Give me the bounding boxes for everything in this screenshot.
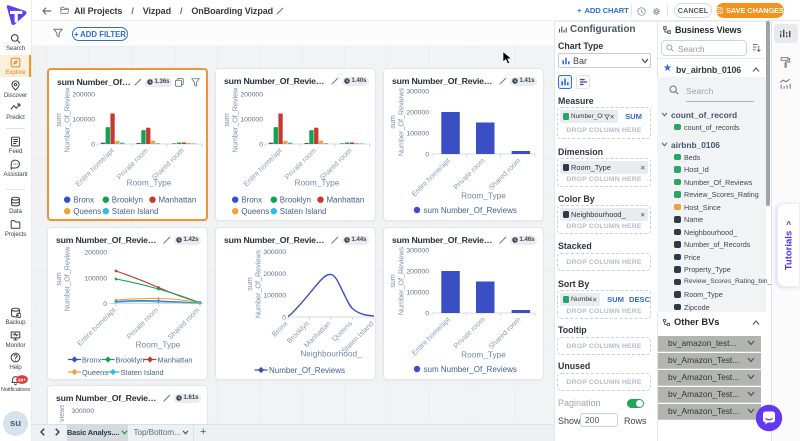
- svg-text:Private room: Private room: [451, 156, 486, 191]
- svg-text:Entire home/apt: Entire home/apt: [410, 156, 452, 198]
- svg-text:Private room: Private room: [451, 315, 486, 350]
- svg-text:0: 0: [425, 311, 429, 318]
- svg-text:200000: 200000: [72, 91, 95, 98]
- svg-text:Manhattan: Manhattan: [159, 196, 197, 205]
- svg-text:Staten Island: Staten Island: [112, 207, 159, 216]
- svg-text:Shared room: Shared room: [166, 306, 202, 342]
- svg-text:sumNumber_Of_Review: sumNumber_Of_Review: [222, 88, 240, 152]
- svg-text:Entire home/apt: Entire home/apt: [73, 146, 115, 188]
- svg-text:Brooklyn: Brooklyn: [280, 196, 311, 205]
- svg-text:100000: 100000: [84, 275, 107, 282]
- svg-text:100000: 100000: [263, 293, 286, 300]
- svg-text:Room_Type: Room_Type: [136, 340, 181, 350]
- svg-text:Brooklyn: Brooklyn: [112, 196, 143, 205]
- svg-text:0: 0: [282, 315, 286, 322]
- svg-text:Room_Type: Room_Type: [461, 191, 506, 201]
- svg-text:0: 0: [103, 301, 107, 308]
- svg-text:200000: 200000: [263, 271, 286, 278]
- svg-text:Room_Type: Room_Type: [295, 178, 340, 188]
- svg-text:Room_Type: Room_Type: [461, 350, 506, 360]
- svg-text:sum Number_Of_Reviews: sum Number_Of_Reviews: [424, 206, 517, 215]
- svg-text:views: views: [57, 405, 66, 422]
- svg-text:100000: 100000: [406, 290, 429, 297]
- svg-text:Brooklyn: Brooklyn: [116, 356, 145, 365]
- svg-text:sumNumber_Of_Reviews: sumNumber_Of_Reviews: [245, 249, 263, 318]
- svg-text:100000: 100000: [406, 131, 429, 138]
- svg-text:Staten Island: Staten Island: [121, 368, 164, 377]
- svg-text:Bronx: Bronx: [241, 196, 262, 205]
- svg-text:Entire home/apt: Entire home/apt: [241, 146, 283, 188]
- svg-text:0: 0: [425, 152, 429, 159]
- svg-text:Queens: Queens: [241, 207, 269, 216]
- svg-text:Shared room: Shared room: [318, 146, 354, 182]
- svg-text:Neighbourhood_: Neighbourhood_: [300, 349, 362, 359]
- svg-text:300000: 300000: [406, 248, 429, 255]
- svg-text:300000: 300000: [71, 408, 94, 415]
- svg-text:Shared room: Shared room: [487, 156, 523, 192]
- svg-text:Shared room: Shared room: [150, 146, 186, 182]
- svg-text:sumNumber_Of_Reviews: sumNumber_Of_Reviews: [388, 88, 406, 156]
- svg-text:Room_Type: Room_Type: [127, 178, 172, 188]
- svg-text:200000: 200000: [84, 250, 107, 257]
- svg-text:200000: 200000: [406, 110, 429, 117]
- svg-text:Number_Of_Reviews: Number_Of_Reviews: [269, 366, 345, 375]
- svg-text:Shared room: Shared room: [487, 315, 523, 351]
- svg-text:Queens: Queens: [73, 207, 101, 216]
- svg-text:100000: 100000: [240, 117, 263, 124]
- svg-text:99+: 99+: [18, 378, 26, 383]
- svg-text:Staten Island: Staten Island: [280, 207, 327, 216]
- svg-text:300000: 300000: [406, 89, 429, 96]
- svg-text:Entire home/apt: Entire home/apt: [75, 306, 117, 348]
- svg-text:200000: 200000: [406, 269, 429, 276]
- svg-text:0: 0: [91, 142, 95, 149]
- svg-text:Queens: Queens: [82, 368, 108, 377]
- svg-text:0: 0: [259, 142, 263, 149]
- svg-text:Bronx: Bronx: [73, 196, 94, 205]
- svg-text:Private room: Private room: [283, 146, 318, 181]
- svg-text:Manhattan: Manhattan: [158, 356, 193, 365]
- svg-text:Manhattan: Manhattan: [327, 196, 365, 205]
- svg-text:Private room: Private room: [115, 146, 150, 181]
- svg-text:Bronx: Bronx: [82, 356, 102, 365]
- svg-text:100000: 100000: [72, 117, 95, 124]
- svg-text:sumNumber_Of_Reviews: sumNumber_Of_Reviews: [388, 247, 406, 315]
- svg-text:sumNumber_Of_Review: sumNumber_Of_Review: [54, 88, 72, 152]
- svg-text:300000: 300000: [263, 249, 286, 256]
- svg-text:sumNumber_Of_Review: sumNumber_Of_Review: [54, 247, 72, 311]
- svg-text:Private room: Private room: [125, 306, 160, 341]
- svg-text:sum Number_Of_Reviews: sum Number_Of_Reviews: [424, 365, 517, 374]
- svg-text:200000: 200000: [240, 91, 263, 98]
- svg-text:Entire home/apt: Entire home/apt: [410, 315, 452, 357]
